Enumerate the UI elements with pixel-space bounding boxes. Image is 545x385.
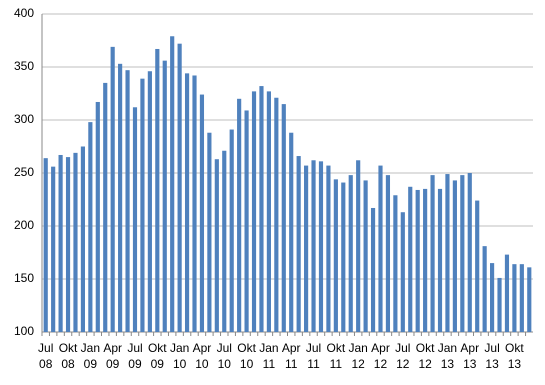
bar [341, 182, 346, 332]
x-tick-label: Jul 13 [484, 341, 500, 371]
x-tick-label: Apr 12 [371, 341, 390, 371]
bar [244, 110, 249, 333]
bar [452, 180, 457, 332]
bar [192, 75, 197, 332]
y-tick-label: 400 [14, 6, 34, 20]
bar [140, 78, 145, 332]
y-tick-label: 200 [14, 218, 34, 232]
bar [132, 107, 138, 332]
bar [103, 82, 108, 333]
bar [490, 263, 495, 332]
bar [155, 48, 160, 332]
bar [266, 91, 271, 332]
bar [423, 188, 428, 332]
bar [460, 175, 465, 332]
bar [259, 86, 264, 332]
bar [118, 63, 123, 332]
x-tick-label: Apr 10 [192, 341, 212, 371]
bar [88, 122, 93, 333]
bar [445, 174, 450, 332]
x-tick-label: Jan 12 [348, 341, 368, 371]
bar [311, 160, 316, 332]
x-tick-label: Apr 13 [460, 341, 480, 371]
bar [184, 73, 190, 333]
bar [274, 97, 279, 333]
x-tick-label: Apr 11 [281, 341, 301, 371]
x-tick-label: Jan 11 [259, 341, 279, 371]
bar [370, 207, 376, 332]
bar [125, 70, 130, 333]
bar [482, 246, 487, 332]
y-tick-label: 350 [14, 59, 34, 73]
bar [281, 104, 286, 332]
bar [237, 98, 242, 332]
bar [207, 132, 212, 332]
bar [296, 156, 301, 332]
y-tick-label: 300 [14, 112, 34, 126]
bar [58, 154, 63, 332]
bar [378, 165, 383, 332]
x-tick-label: Apr 09 [103, 341, 123, 371]
bar [430, 175, 435, 332]
x-tick-label: Jan 09 [80, 341, 101, 371]
bar [333, 179, 338, 332]
x-tick-label: Okt 12 [415, 341, 435, 371]
x-tick-label: Okt 13 [505, 341, 524, 371]
x-tick-label: Okt 09 [147, 341, 167, 371]
bar [400, 212, 405, 332]
bar [356, 160, 361, 332]
bar [147, 71, 152, 333]
bar [289, 132, 294, 332]
bar [326, 165, 331, 332]
bar [393, 195, 398, 332]
bar [527, 267, 532, 332]
bar [519, 264, 524, 332]
bar [504, 254, 510, 332]
bar [199, 94, 205, 332]
x-tick-label: Jul 08 [38, 341, 54, 371]
bar [65, 157, 71, 332]
x-tick-label: Jan 10 [169, 341, 190, 371]
bar [80, 146, 85, 332]
bar [475, 200, 480, 332]
x-tick-label: Jul 10 [216, 341, 232, 371]
bar [408, 186, 413, 332]
bar [348, 175, 353, 332]
bar [497, 277, 502, 332]
x-tick-label: Jul 12 [395, 341, 411, 371]
x-tick-label: Okt 11 [326, 341, 346, 371]
bar [73, 152, 78, 332]
x-tick-label: Jan 13 [437, 341, 458, 371]
x-tick-label: Jul 09 [127, 341, 143, 371]
bar [95, 101, 100, 332]
bar [385, 175, 391, 332]
y-tick-label: 100 [14, 324, 34, 338]
bar [512, 264, 517, 332]
bar [318, 161, 324, 332]
bar [51, 166, 56, 332]
x-tick-label: Okt 10 [237, 341, 256, 371]
bar [222, 150, 227, 332]
bar [437, 188, 443, 332]
y-tick-label: 250 [14, 165, 34, 179]
bar [415, 189, 420, 332]
bar [170, 36, 175, 332]
bar [251, 91, 257, 332]
bar [43, 158, 48, 332]
x-tick-label: Jul 11 [305, 341, 322, 371]
x-tick-label: Okt 08 [58, 341, 78, 371]
bar [363, 180, 368, 332]
bar [304, 165, 309, 332]
bar [110, 46, 115, 333]
bar [162, 60, 167, 332]
bar [229, 129, 234, 332]
y-tick-label: 150 [14, 271, 34, 285]
bar [467, 173, 472, 332]
bar [177, 43, 182, 333]
bar [214, 159, 219, 332]
